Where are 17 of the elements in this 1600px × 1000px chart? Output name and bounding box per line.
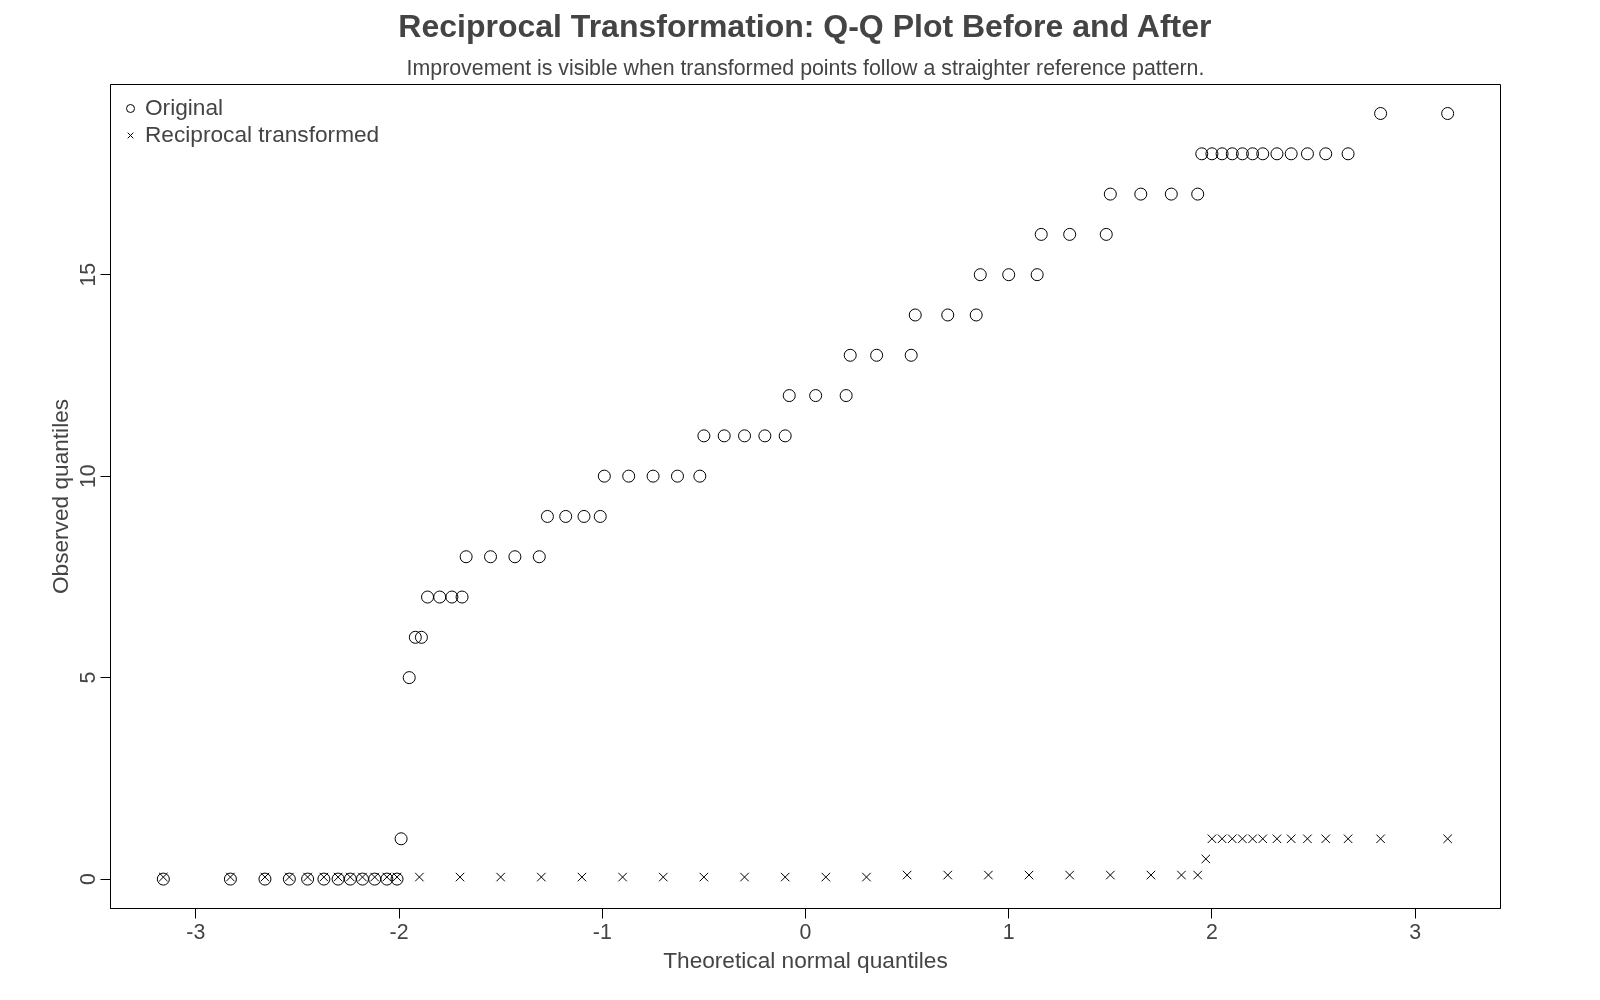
- legend-label: Original: [145, 94, 224, 121]
- y-tick-label: 10: [76, 464, 101, 489]
- legend-label: Reciprocal transformed: [145, 121, 380, 148]
- chart-subtitle: Improvement is visible when transformed points follow a straighter reference pattern.: [406, 55, 1205, 80]
- x-tick-label: 0: [799, 919, 812, 944]
- x-axis-title: Theoretical normal quantiles: [663, 946, 948, 973]
- x-tick-label: -3: [186, 919, 206, 944]
- y-axis-title: Observed quantiles: [46, 398, 73, 595]
- y-tick-label: 5: [76, 671, 101, 684]
- x-tick-label: 3: [1409, 919, 1422, 944]
- x-tick-label: 1: [1002, 919, 1015, 944]
- x-tick-label: -2: [389, 919, 409, 944]
- chart-title: Reciprocal Transformation: Q-Q Plot Before and After: [398, 7, 1212, 44]
- y-tick-label: 15: [76, 262, 101, 287]
- y-tick-label: 0: [76, 873, 101, 886]
- x-tick-label: -1: [592, 919, 612, 944]
- x-tick-label: 2: [1206, 919, 1218, 944]
